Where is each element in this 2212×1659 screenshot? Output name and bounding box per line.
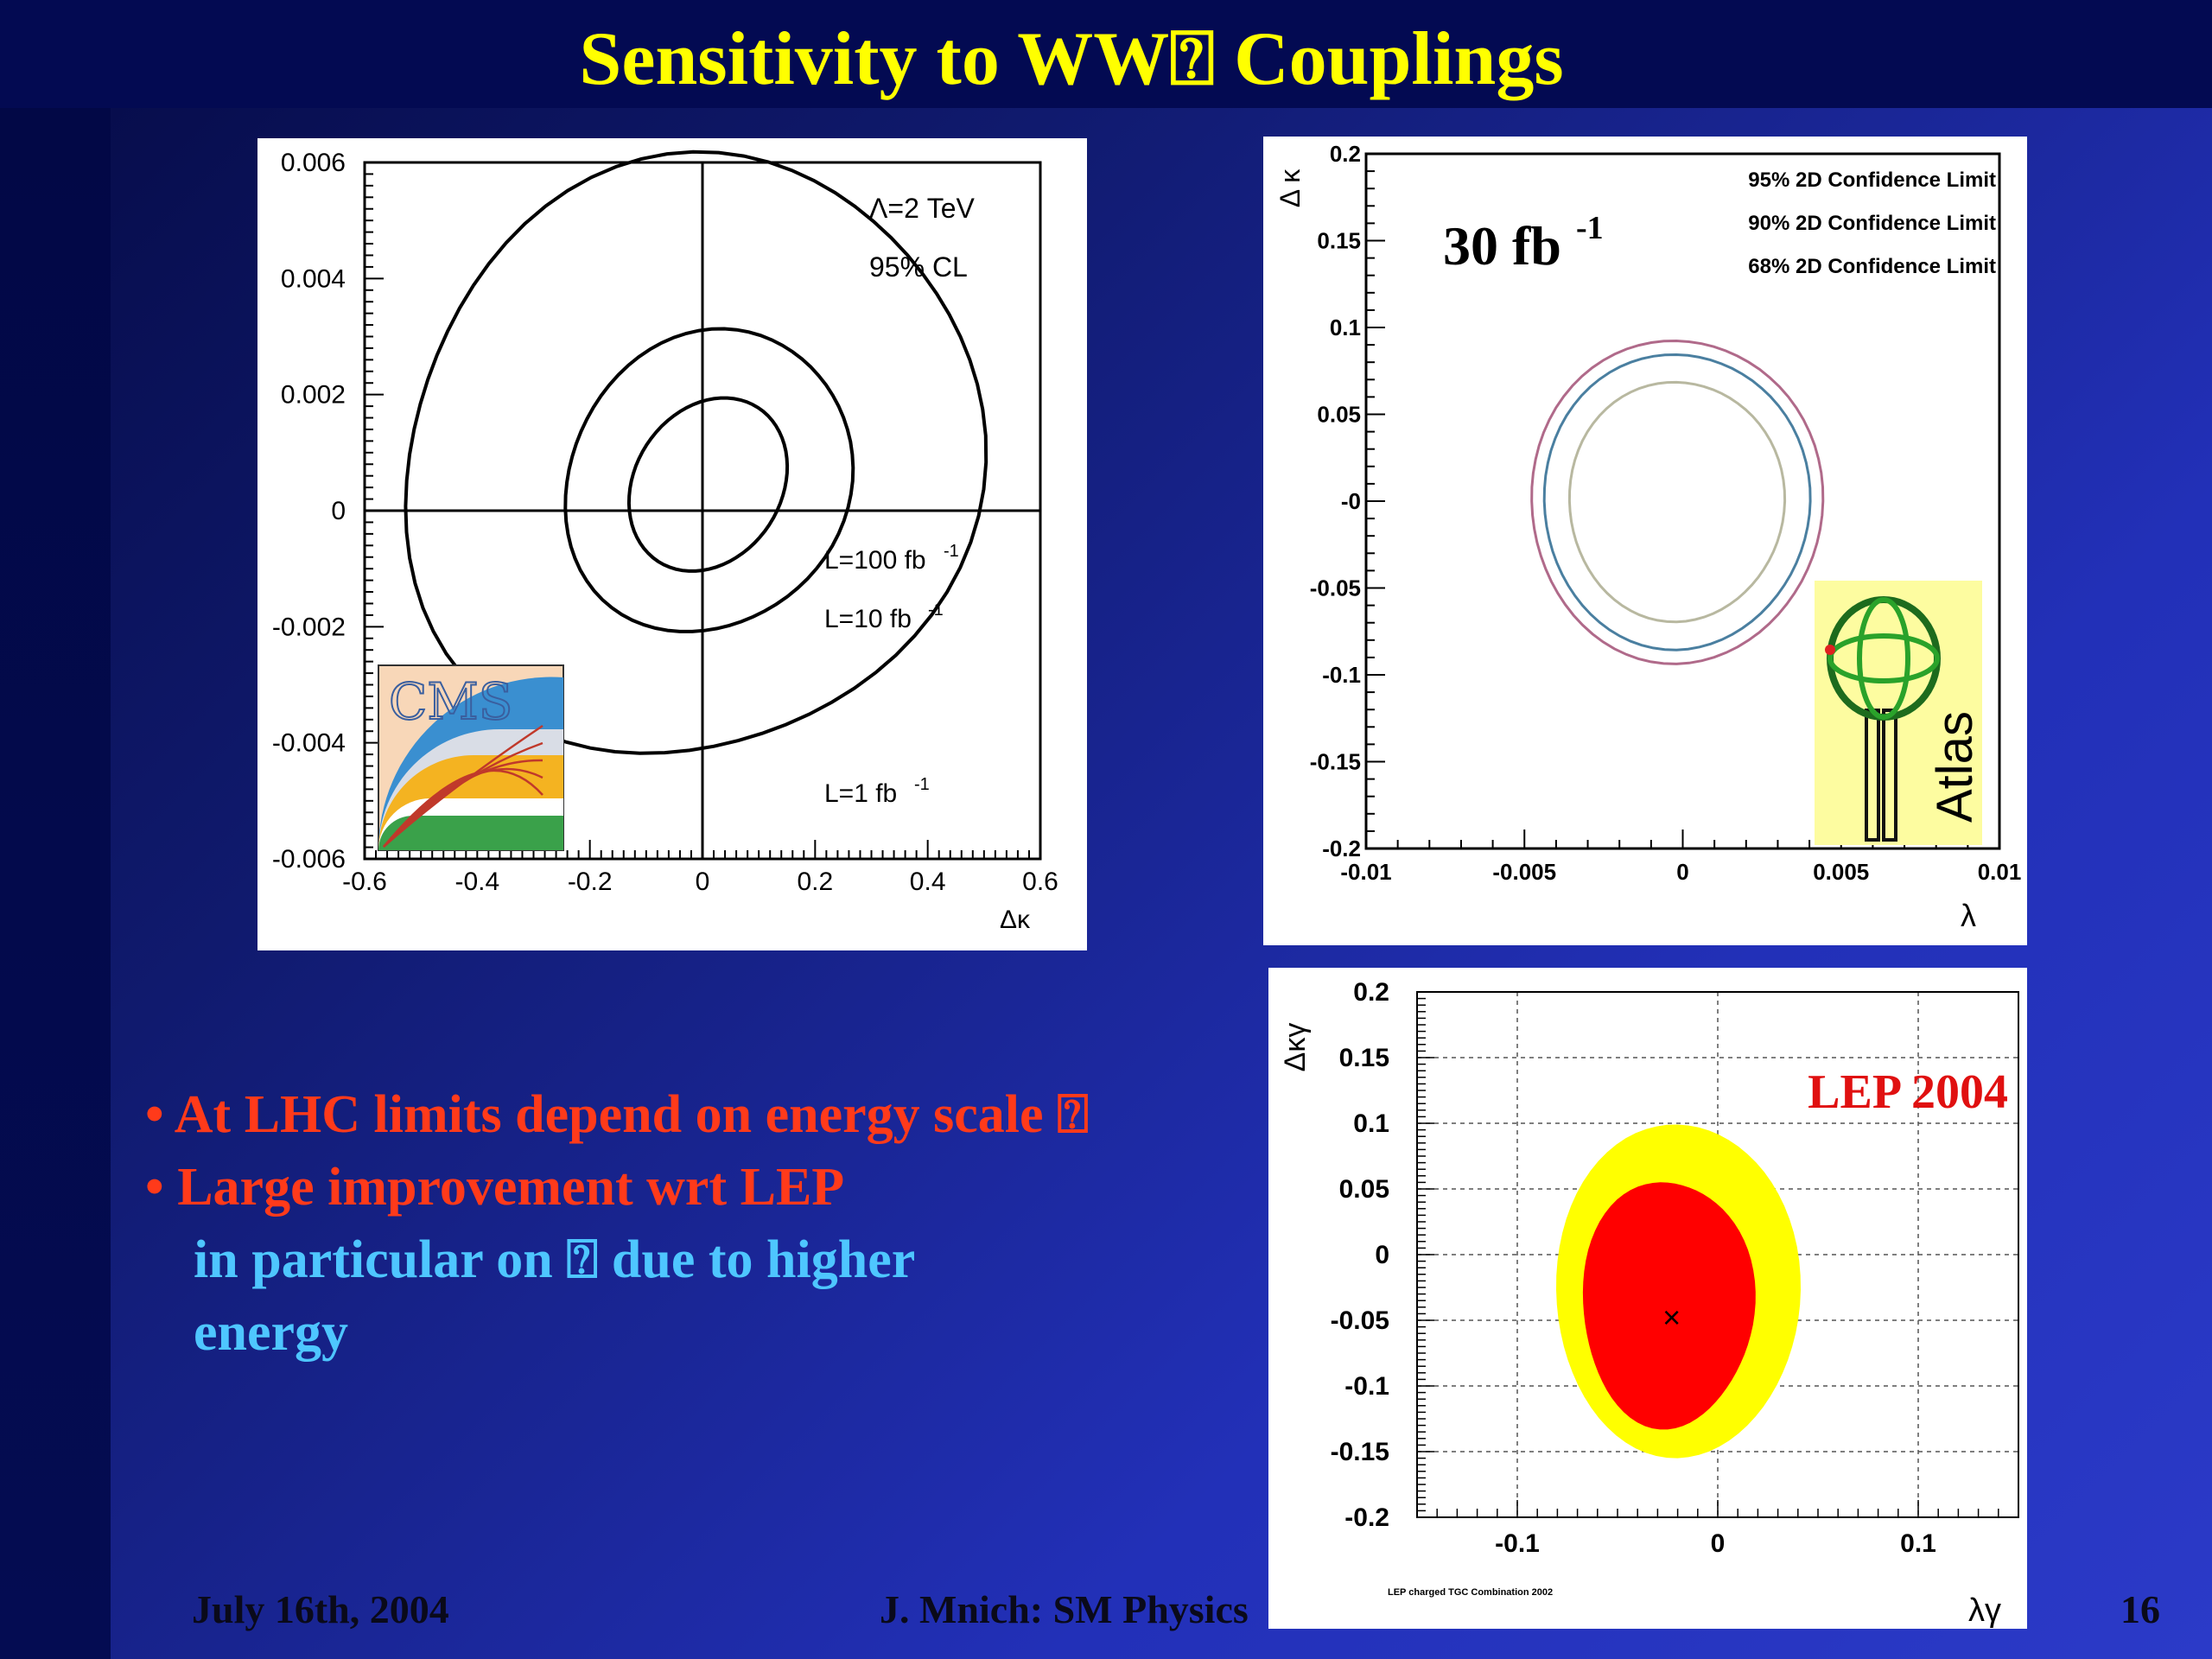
atlas-y-tick-label: -0.2	[1322, 836, 1361, 861]
left-strip	[0, 108, 111, 1659]
cms-logo-text: CMS	[389, 672, 513, 731]
cms-logo-green-core	[378, 816, 563, 850]
atlas-y-tick-label: -0	[1341, 488, 1361, 514]
cms-contour-1	[626, 396, 790, 573]
lep-x-axis-label: λγ	[1968, 1592, 2001, 1629]
cms-x-tick-label: -0.4	[454, 868, 499, 896]
atlas-x-tick-label: -0.01	[1340, 859, 1391, 885]
atlas-x-tick-label: 0.005	[1813, 859, 1869, 885]
cms-x-tick-label: -0.6	[342, 868, 387, 896]
cms-chart: -0.6 -0.4 -0.2 0 0.2 0.4 0.6 -0.006 -0.004 -0.002…	[272, 149, 1058, 934]
atlas-x-axis-label: λ	[1961, 898, 1976, 933]
atlas-contour-3	[1567, 380, 1787, 624]
cms-x-tick-label: 0.4	[910, 868, 946, 896]
atlas-logo-text: Atlas	[1927, 711, 1983, 823]
lep-best-fit-marker: ×	[1662, 1300, 1681, 1335]
cms-series-label: L=1 fb	[824, 779, 897, 808]
cms-y-tick-label: -0.002	[272, 613, 346, 641]
lep-chart: × -0.1 0 0.1 -0.2 -0.15 -0.1 -0.05 0 0.05 0.1 0.15 0…	[1279, 978, 2019, 1629]
lep-footnote: LEP charged TGC Combination 2002	[1388, 1587, 1553, 1598]
title-bar	[0, 0, 2212, 108]
cms-x-tick-label: -0.2	[568, 868, 613, 896]
lep-x-tick-label: -0.1	[1495, 1529, 1540, 1558]
atlas-chart-panel: -0.01 -0.005 0 0.005 0.01 -0.2 -0.15 -0.1 -0.05 -…	[1263, 137, 2027, 945]
cms-contour-3	[404, 149, 988, 755]
cms-annotation-cl: 95% CL	[869, 251, 968, 283]
atlas-legend-entry: 95% 2D Confidence Limit	[1748, 168, 1996, 192]
bullet-list: • At LHC limits depend on energy scale ⍰…	[145, 1078, 1268, 1369]
cms-series-label-sup: -1	[928, 601, 944, 620]
atlas-luminosity-label: 30 fb	[1443, 215, 1561, 276]
atlas-y-tick-label: 0.1	[1330, 315, 1361, 340]
cms-contour-2	[563, 327, 855, 633]
atlas-y-tick-label: -0.1	[1322, 662, 1361, 688]
atlas-logo-red-dot	[1825, 645, 1835, 655]
atlas-y-tick-label: -0.15	[1310, 749, 1361, 775]
cms-y-tick-label: 0.004	[281, 264, 346, 293]
bullet-energy-scale: • At LHC limits depend on energy scale ⍰	[145, 1085, 1090, 1144]
cms-x-tick-label: 0.2	[797, 868, 833, 896]
bullet-large-improvement: • Large improvement wrt LEP	[145, 1158, 845, 1217]
cms-logo: CMS	[378, 664, 564, 851]
cms-y-tick-label: 0.002	[281, 381, 346, 410]
cms-x-axis-label: Δκ	[1000, 906, 1031, 934]
atlas-contour-1	[1530, 339, 1825, 665]
lep-y-tick-label: -0.15	[1331, 1438, 1389, 1466]
atlas-y-axis-label: Δ κ	[1274, 168, 1306, 208]
lep-y-tick-label: 0.2	[1353, 978, 1389, 1007]
lep-y-tick-label: 0	[1375, 1241, 1389, 1269]
cms-x-tick-label: 0.6	[1022, 868, 1058, 896]
cms-series-label-sup: -1	[914, 775, 930, 794]
lep-y-tick-label: 0.15	[1339, 1044, 1389, 1072]
atlas-legend-entry: 68% 2D Confidence Limit	[1748, 255, 1996, 278]
atlas-y-tick-label: 0.05	[1317, 402, 1361, 428]
bullet-continuation-2: energy	[194, 1303, 349, 1362]
atlas-y-tick-label: 0.2	[1330, 141, 1361, 167]
cms-series-label-sup: -1	[944, 542, 959, 561]
atlas-logo-figure-leg-right	[1882, 709, 1897, 842]
cms-y-tick-label: -0.004	[272, 729, 346, 758]
atlas-x-tick-label: 0.01	[1978, 859, 2022, 885]
lep-y-tick-label: -0.05	[1331, 1306, 1389, 1335]
cms-logo-track	[383, 769, 543, 848]
lep-x-tick-label: 0.1	[1900, 1529, 1936, 1558]
lep-x-tick-label: 0	[1711, 1529, 1726, 1558]
lep-title: LEP 2004	[1808, 1065, 2008, 1119]
footer-page-number: 16	[2120, 1587, 2160, 1631]
cms-series-label: L=10 fb	[824, 605, 912, 633]
atlas-legend-entry: 90% 2D Confidence Limit	[1748, 212, 1996, 235]
bullet-continuation-1: in particular on ⍰ due to higher	[194, 1230, 916, 1289]
cms-y-tick-label: 0	[331, 497, 346, 525]
slide-title: Sensitivity to WW⍰ Couplings	[579, 17, 1564, 101]
lep-chart-panel: × -0.1 0 0.1 -0.2 -0.15 -0.1 -0.05 0 0.05 0.1 0.15 0…	[1268, 968, 2027, 1629]
cms-x-tick-label: 0	[696, 868, 710, 896]
atlas-logo: Atlas	[1815, 581, 1983, 845]
lep-y-tick-label: -0.1	[1344, 1372, 1389, 1401]
atlas-x-tick-label: -0.005	[1492, 859, 1556, 885]
atlas-x-tick-label: 0	[1676, 859, 1688, 885]
cms-series-label: L=100 fb	[824, 546, 926, 575]
lep-y-tick-label: 0.05	[1339, 1175, 1389, 1204]
lep-y-axis-label: Δκγ	[1279, 1023, 1312, 1072]
lep-region-2	[1582, 1182, 1756, 1430]
atlas-logo-globe-equator	[1827, 633, 1940, 683]
atlas-y-tick-label: 0.15	[1317, 228, 1361, 254]
lep-y-tick-label: -0.2	[1344, 1503, 1389, 1532]
cms-annotation-scale: Λ=2 TeV	[869, 193, 976, 224]
atlas-y-tick-label: -0.05	[1310, 575, 1361, 601]
atlas-logo-globe-meridian	[1857, 597, 1910, 720]
atlas-contour-2	[1542, 353, 1812, 652]
atlas-luminosity-sup: -1	[1576, 210, 1604, 246]
atlas-chart: -0.01 -0.005 0 0.005 0.01 -0.2 -0.15 -0.1 -0.05 -…	[1274, 141, 2022, 933]
cms-y-tick-label: -0.006	[272, 845, 346, 874]
cms-chart-panel: -0.6 -0.4 -0.2 0 0.2 0.4 0.6 -0.006 -0.004 -0.002…	[257, 138, 1087, 950]
footer-date: July 16th, 2004	[192, 1587, 449, 1631]
cms-y-tick-label: 0.006	[281, 149, 346, 177]
lep-y-tick-label: 0.1	[1353, 1109, 1389, 1138]
footer-author: J. Mnich: SM Physics	[880, 1587, 1249, 1631]
